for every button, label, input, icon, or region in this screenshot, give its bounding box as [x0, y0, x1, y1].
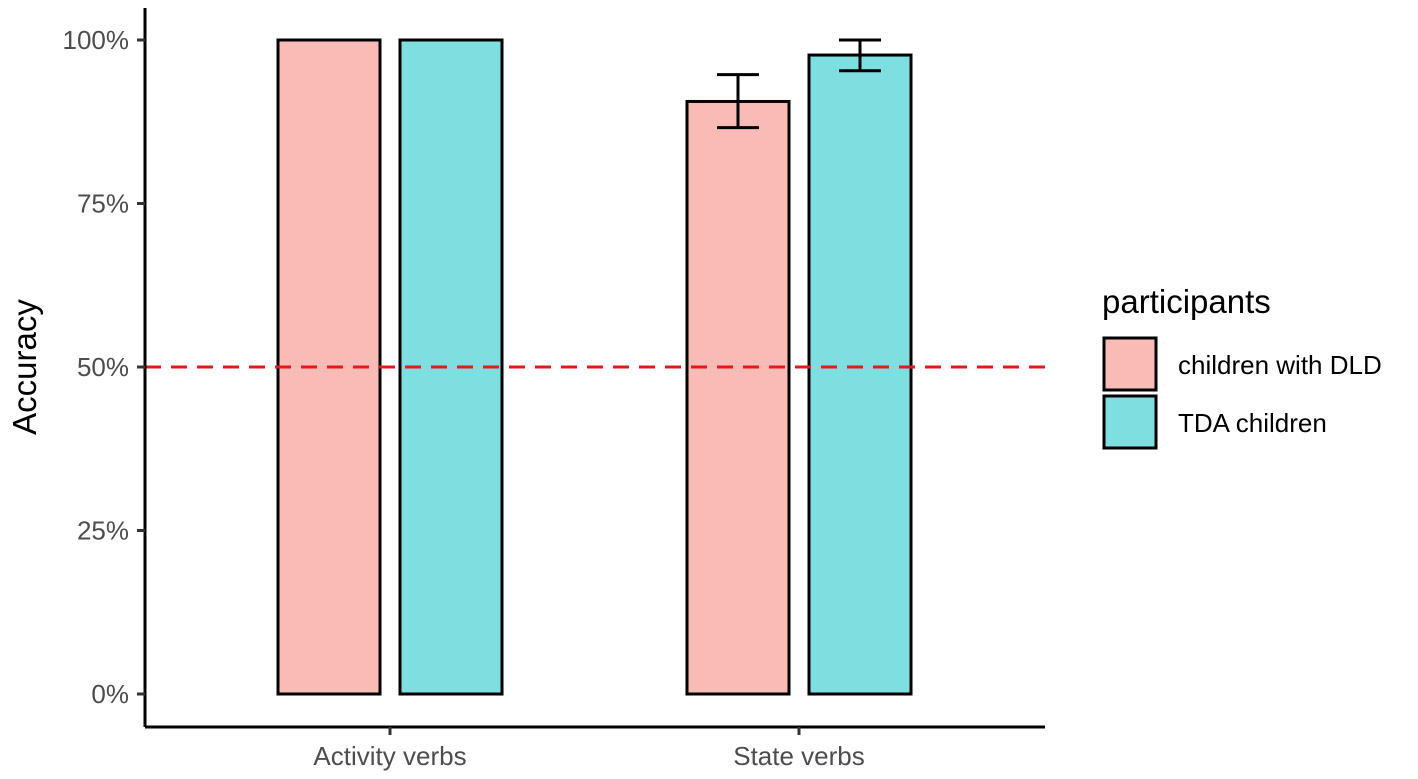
legend-title: participants [1102, 283, 1271, 320]
legend-label: TDA children [1178, 408, 1327, 438]
legend-item: children with DLD [1102, 336, 1382, 392]
legend-items: children with DLD TDA children [1102, 336, 1382, 450]
error-bar-dld-state [717, 73, 759, 130]
x-axis-ticks: Activity verbs State verbs [313, 727, 865, 771]
y-tick-label: 50% [77, 352, 129, 382]
error-bar-tda-state [839, 38, 881, 73]
legend-swatch [1102, 336, 1158, 392]
x-tick-label: State verbs [733, 741, 865, 771]
legend-item: TDA children [1102, 394, 1327, 450]
y-tick-label: 100% [63, 25, 130, 55]
y-tick-label: 25% [77, 516, 129, 546]
legend: participants children with DLD TDA childr… [1102, 283, 1382, 450]
y-tick-label: 0% [91, 679, 129, 709]
y-tick-label: 75% [77, 189, 129, 219]
legend-swatch [1102, 394, 1158, 450]
y-axis-title: Accuracy [6, 299, 43, 435]
legend-label: children with DLD [1178, 350, 1382, 380]
bar-tda-state [807, 53, 913, 696]
y-axis-ticks: 0% 25% 50% 75% 100% [63, 25, 145, 709]
bar-dld-state [685, 99, 791, 696]
error-bars-layer [717, 38, 881, 130]
x-tick-label: Activity verbs [313, 741, 466, 771]
